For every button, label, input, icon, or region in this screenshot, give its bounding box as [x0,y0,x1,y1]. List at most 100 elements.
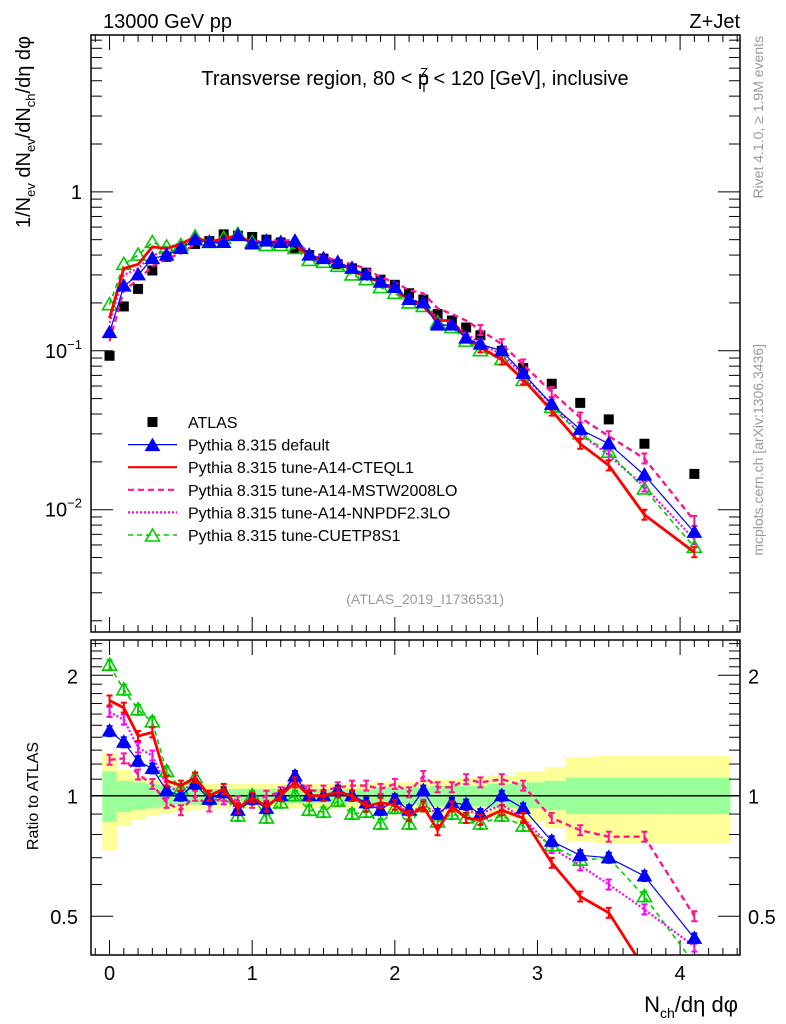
ratio-marker-pythia-8-315-tune-cuetp8s1 [101,656,118,671]
ratio-errorbar-pythia-8-315-tune-a14-cteql1 [498,804,505,817]
ratio-line-pythia-8-315-tune-a14-nnpdf2-3lo [108,710,696,948]
ratio-errorbar-pythia-8-315-tune-a14-cteql1 [234,802,241,815]
main-marker-pythia-8-315-default [686,524,703,538]
ratio-errorbar-pythia-8-315-tune-a14-cteql1 [434,824,441,837]
main-errorbar-pythia-8-315-tune-a14-mstw2008lo [477,324,484,337]
main-marker-pythia-8-315-default [444,317,460,331]
ratio-errorbar-pythia-8-315-tune-a14-cteql1 [349,789,356,802]
main-marker-pythia-8-315-tune-cuetp8s1 [343,266,361,281]
ratio-marker-pythia-8-315-tune-cuetp8s1 [329,792,347,807]
main-marker-pythia-8-315-default [543,396,560,410]
main-marker-pythia-8-315-default [144,250,161,265]
ratio-errorbar-pythia-8-315-tune-a14-cteql1 [641,964,647,974]
ratio-marker-pythia-8-315-default [686,930,703,944]
legend-item-atlas: ATLAS [147,415,238,432]
ratio-errorbar-pythia-8-315-tune-a14-mstw2008lo [192,789,199,802]
ratio-errorbar-pythia-8-315-tune-a14-mstw2008lo [135,768,142,781]
main-marker-pythia-8-315-default [415,294,432,309]
plot-title: Transverse region, 80 < pZ T < 120 [GeV],… [201,65,628,95]
ratio-errorbar-pythia-8-315-tune-a14-cteql1 [548,856,555,869]
ratio-errorbar-pythia-8-315-tune-a14-cteql1 [135,730,142,743]
main-marker-pythia-8-315-default [101,324,118,339]
main-marker-pythia-8-315-tune-cuetp8s1 [514,371,532,387]
ratio-errorbar-pythia-8-315-tune-a14-cteql1 [206,789,213,802]
ratio-errorbar-pythia-8-315-tune-a14-cteql1 [577,890,584,903]
main-marker-pythia-8-315-default [358,266,375,281]
x-axis-label: Nch/dη dφ [644,992,738,1021]
ratio-errorbar-pythia-8-315-tune-a14-cteql1 [263,800,270,813]
main-marker-pythia-8-315-default [258,233,275,247]
ratio-y-tick-label-right: 1 [748,787,759,809]
ratio-errorbar-pythia-8-315-tune-a14-mstw2008lo [391,777,398,790]
atlas-data-point [104,350,115,361]
main-marker-pythia-8-315-default [386,279,403,294]
main-errorbar-pythia-8-315-tune-a14-cteql1 [605,459,612,472]
ratio-errorbar-pythia-8-315-tune-a14-cteql1 [106,694,113,707]
ratio-marker-pythia-8-315-default [158,782,175,797]
ratio-errorbar-pythia-8-315-tune-a14-cteql1 [249,791,256,804]
x-tick-label: 0 [104,963,115,985]
ratio-errorbar-pythia-8-315-tune-a14-mstw2008lo [463,773,470,786]
ratio-marker-pythia-8-315-tune-cuetp8s1 [687,957,701,969]
atlas-data-point [147,265,158,276]
ratio-marker-pythia-8-315-tune-cuetp8s1 [493,807,511,822]
main-marker-pythia-8-315-default [636,467,653,481]
ratio-errorbar-pythia-8-315-tune-a14-cteql1 [320,789,327,802]
mcplots-label: mcplots.cern.ch [arXiv:1306.3436] [750,344,766,556]
ratio-errorbar-pythia-8-315-tune-a14-nnpdf2-3lo [135,741,142,754]
main-marker-pythia-8-315-default [201,234,218,248]
ratio-errorbar-pythia-8-315-tune-a14-mstw2008lo [548,811,555,824]
ratio-errorbar-pythia-8-315-tune-a14-cteql1 [363,800,370,813]
main-marker-pythia-8-315-default [301,247,318,261]
ratio-marker-pythia-8-315-tune-cuetp8s1 [472,815,489,830]
ratio-errorbar-pythia-8-315-tune-a14-nnpdf2-3lo [106,705,113,718]
main-marker-pythia-8-315-tune-cuetp8s1 [636,480,653,495]
ratio-errorbar-pythia-8-315-tune-a14-mstw2008lo [363,779,370,792]
ratio-line-pythia-8-315-tune-a14-cteql1 [108,699,638,955]
main-marker-pythia-8-315-default [429,317,446,331]
ratio-errorbar-pythia-8-315-tune-a14-cteql1 [163,774,170,787]
main-line-pythia-8-315-tune-a14-mstw2008lo [108,235,696,522]
ratio-errorbar-pythia-8-315-tune-a14-cteql1 [391,798,398,811]
ratio-marker-pythia-8-315-default [636,868,653,882]
main-marker-pythia-8-315-default [130,266,146,281]
ratio-errorbar-pythia-8-315-tune-a14-mstw2008lo [605,830,612,843]
ratio-marker-pythia-8-315-default [458,796,475,811]
ratio-errorbar-pythia-8-315-tune-a14-cteql1 [334,786,341,799]
ratio-marker-pythia-8-315-tune-cuetp8s1 [129,701,147,716]
ratio-marker-pythia-8-315-default [101,723,118,737]
ratio-errorbar-pythia-8-315-tune-a14-nnpdf2-3lo [605,878,612,891]
legend-symbol [147,417,158,427]
rivet-version-label: Rivet 4.1.0, ≥ 1.9M events [750,36,766,199]
main-frame [90,34,741,633]
main-marker-pythia-8-315-default [600,435,617,450]
main-y-tick-label: 1 [71,182,82,204]
main-marker-pythia-8-315-default [244,235,261,250]
legend-label: ATLAS [188,415,238,432]
main-marker-pythia-8-315-default [401,291,417,306]
legend-label: Pythia 8.315 tune-A14-CTEQL1 [188,460,414,477]
main-marker-pythia-8-315-tune-cuetp8s1 [600,443,618,459]
ratio-marker-pythia-8-315-tune-cuetp8s1 [300,801,318,817]
ratio-y-tick-label-left: 0.5 [50,907,78,929]
ratio-marker-pythia-8-315-tune-cuetp8s1 [115,681,133,696]
x-tick-label: 3 [532,963,543,985]
main-errorbar-pythia-8-315-tune-a14-mstw2008lo [577,411,584,424]
ratio-marker-pythia-8-315-default [172,787,189,802]
ratio-panel: 2 2 1 1 0.5 0.5 0 1 2 3 4 Ratio to ATLAS Nch/dη d… [25,639,776,1021]
main-marker-pythia-8-315-default [572,421,589,435]
main-marker-pythia-8-315-default [215,234,232,248]
ratio-y-tick-label-right: 2 [748,666,759,688]
legend: ATLAS Pythia 8.315 default Pythia 8.315 tu… [128,415,457,545]
ratio-marker-pythia-8-315-tune-cuetp8s1 [372,815,389,830]
main-errorbar-pythia-8-315-tune-a14-cteql1 [691,546,698,559]
main-marker-pythia-8-315-default [172,240,189,254]
main-marker-pythia-8-315-default [493,342,510,357]
atlas-data-point [689,468,700,479]
ratio-errorbar-pythia-8-315-tune-a14-mstw2008lo [520,779,527,792]
atlas-data-point [218,229,229,240]
ratio-errorbar-pythia-8-315-tune-a14-cteql1 [149,726,156,739]
legend-label: Pythia 8.315 default [188,438,330,455]
ratio-errorbar-pythia-8-315-tune-a14-mstw2008lo [163,796,170,809]
